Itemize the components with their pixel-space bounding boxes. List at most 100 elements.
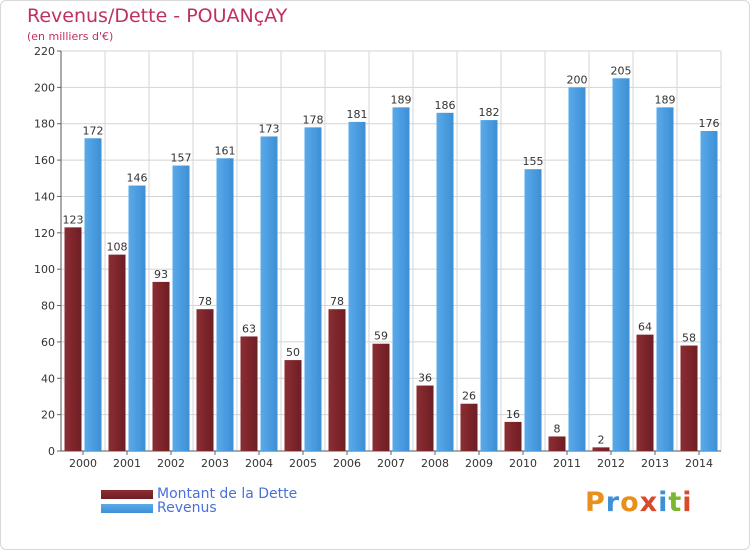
y-tick-label: 180 xyxy=(34,118,55,131)
data-label-dette: 63 xyxy=(242,322,256,335)
bar-dette xyxy=(548,436,566,451)
x-tick-label: 2005 xyxy=(289,457,317,470)
x-tick-label: 2001 xyxy=(113,457,141,470)
logo-letter: x xyxy=(639,487,659,518)
y-tick-label: 80 xyxy=(41,300,55,313)
bar-revenus xyxy=(392,107,410,451)
data-label-dette: 50 xyxy=(286,346,300,359)
data-label-dette: 36 xyxy=(418,372,432,385)
bar-dette xyxy=(460,403,478,451)
data-label-dette: 59 xyxy=(374,330,388,343)
bar-revenus xyxy=(568,87,586,451)
bar-dette xyxy=(592,447,610,451)
data-label-dette: 8 xyxy=(554,422,561,435)
data-label-dette: 2 xyxy=(598,433,605,446)
bar-dette xyxy=(680,345,698,451)
data-label-revenus: 146 xyxy=(127,172,148,185)
legend-swatch-dette xyxy=(101,490,153,499)
bar-revenus xyxy=(260,136,278,452)
data-label-dette: 64 xyxy=(638,321,652,334)
bar-revenus xyxy=(128,185,146,451)
bar-revenus xyxy=(348,121,366,451)
data-label-revenus: 161 xyxy=(215,144,236,157)
data-label-revenus: 173 xyxy=(259,122,280,135)
y-tick-label: 20 xyxy=(41,409,55,422)
x-tick-label: 2003 xyxy=(201,457,229,470)
bar-dette xyxy=(328,309,346,451)
logo-letter: P xyxy=(585,487,606,518)
logo-letter: i xyxy=(682,487,693,518)
bar-dette xyxy=(64,227,82,451)
bar-dette xyxy=(416,385,434,451)
x-tick-label: 2007 xyxy=(377,457,405,470)
legend-swatch-revenus xyxy=(101,504,153,513)
bar-dette xyxy=(152,281,170,451)
bar-revenus xyxy=(84,138,102,452)
x-tick-label: 2012 xyxy=(597,457,625,470)
logo-letter: o xyxy=(620,487,640,518)
bar-dette xyxy=(196,309,214,451)
bar-revenus xyxy=(436,112,454,452)
logo-letter: i xyxy=(658,487,669,518)
x-tick-label: 2002 xyxy=(157,457,185,470)
data-label-revenus: 186 xyxy=(435,99,456,112)
x-tick-label: 2014 xyxy=(685,457,713,470)
data-label-revenus: 155 xyxy=(523,155,544,168)
y-tick-label: 160 xyxy=(34,154,55,167)
x-tick-label: 2013 xyxy=(641,457,669,470)
y-tick-label: 60 xyxy=(41,336,55,349)
data-label-dette: 16 xyxy=(506,408,520,421)
x-tick-label: 2009 xyxy=(465,457,493,470)
bar-revenus xyxy=(172,165,190,451)
data-label-revenus: 200 xyxy=(567,73,588,86)
logo-letter: t xyxy=(668,487,683,518)
bar-dette xyxy=(504,421,522,451)
data-label-dette: 78 xyxy=(198,295,212,308)
bar-revenus xyxy=(216,158,234,452)
bar-revenus xyxy=(700,131,718,451)
x-tick-label: 2011 xyxy=(553,457,581,470)
bar-revenus xyxy=(524,169,542,451)
y-tick-label: 40 xyxy=(41,372,55,385)
bar-dette xyxy=(240,336,258,451)
bar-dette xyxy=(372,343,390,451)
bar-revenus xyxy=(480,120,498,451)
bar-dette xyxy=(108,254,126,451)
data-label-dette: 93 xyxy=(154,268,168,281)
bar-revenus xyxy=(612,78,630,451)
legend-label-revenus: Revenus xyxy=(157,500,217,516)
x-tick-label: 2008 xyxy=(421,457,449,470)
chart-title: Revenus/Dette - POUANçAY xyxy=(27,5,288,27)
x-tick-label: 2004 xyxy=(245,457,273,470)
data-label-revenus: 182 xyxy=(479,106,500,119)
y-tick-label: 100 xyxy=(34,263,55,276)
bar-revenus xyxy=(304,127,322,451)
bar-dette xyxy=(284,360,302,451)
proxiti-logo: Proxiti xyxy=(585,487,693,518)
y-tick-label: 220 xyxy=(34,45,55,58)
bar-dette xyxy=(636,334,654,451)
y-tick-label: 140 xyxy=(34,190,55,203)
x-tick-label: 2010 xyxy=(509,457,537,470)
y-tick-label: 0 xyxy=(48,445,55,458)
bar-revenus xyxy=(656,107,674,451)
x-tick-label: 2006 xyxy=(333,457,361,470)
data-label-dette: 58 xyxy=(682,332,696,345)
y-tick-label: 200 xyxy=(34,81,55,94)
y-tick-label: 120 xyxy=(34,227,55,240)
data-label-revenus: 178 xyxy=(303,113,324,126)
data-label-revenus: 176 xyxy=(699,117,720,130)
data-label-revenus: 205 xyxy=(611,64,632,77)
data-label-revenus: 157 xyxy=(171,152,192,165)
logo-letter: r xyxy=(605,487,621,518)
data-label-revenus: 189 xyxy=(391,93,412,106)
chart-subtitle: (en milliers d'€) xyxy=(27,30,114,43)
x-tick-label: 2000 xyxy=(69,457,97,470)
data-label-revenus: 181 xyxy=(347,108,368,121)
data-label-dette: 26 xyxy=(462,390,476,403)
data-label-revenus: 172 xyxy=(83,124,104,137)
data-label-dette: 123 xyxy=(63,213,84,226)
data-label-dette: 108 xyxy=(107,241,128,254)
